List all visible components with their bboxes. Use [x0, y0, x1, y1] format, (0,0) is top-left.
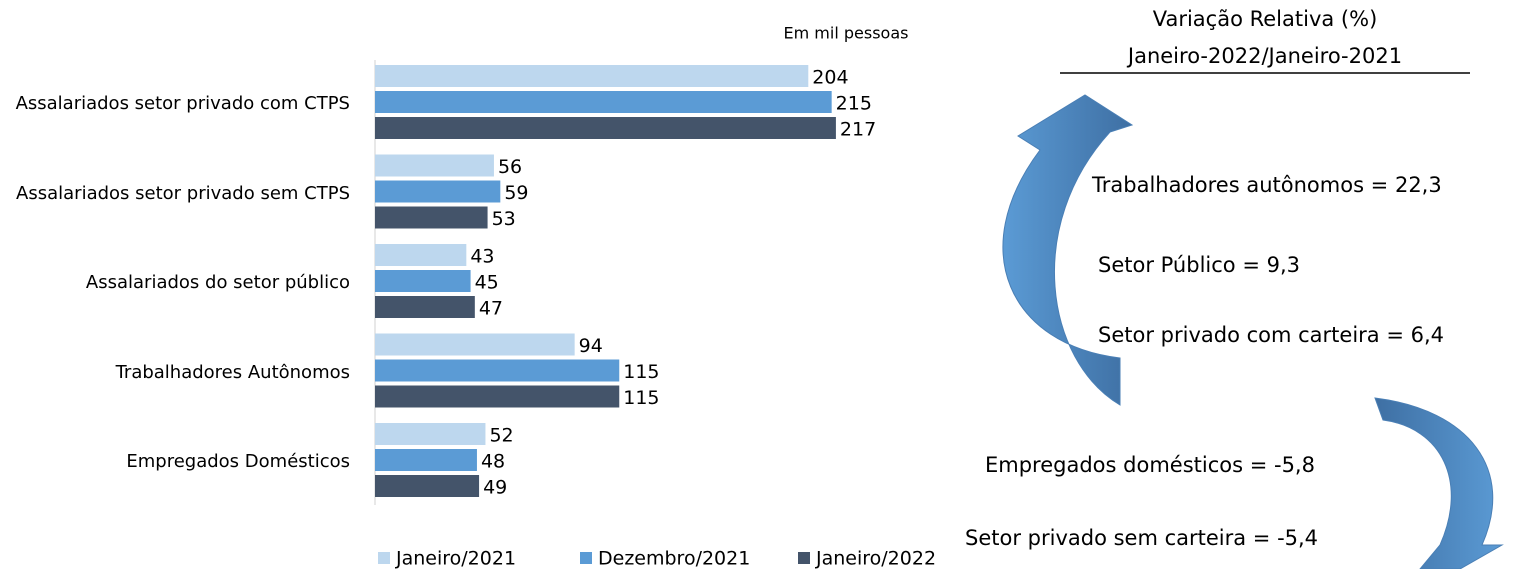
value-label: 52 [489, 425, 513, 447]
value-label: 47 [479, 298, 503, 320]
bar [375, 180, 501, 203]
category-label: Trabalhadores Autônomos [5, 333, 350, 413]
category-text: Trabalhadores Autônomos [115, 361, 350, 383]
legend-swatch [378, 552, 390, 564]
bar [375, 91, 832, 113]
side-title: Variação Relativa (%) [1153, 7, 1378, 31]
annotation: Trabalhadores autônomos = 22,3 [1091, 173, 1442, 197]
value-label: 53 [492, 208, 516, 230]
annotation: Setor privado sem carteira = -5,4 [965, 526, 1318, 550]
value-label: 115 [623, 387, 659, 409]
bar [375, 475, 480, 497]
category-label: Assalariados setor privado com CTPS [5, 64, 350, 144]
bar [375, 333, 575, 356]
bar [375, 270, 471, 292]
legend-label: Janeiro/2021 [395, 548, 516, 569]
value-label: 45 [475, 272, 499, 294]
category-text: Empregados Domésticos [126, 451, 350, 472]
value-label: 204 [812, 67, 848, 89]
value-label: 217 [840, 119, 876, 141]
legend-swatch [798, 552, 810, 564]
legend-label: Janeiro/2022 [815, 548, 936, 569]
value-label: 94 [579, 335, 603, 357]
category-text: Assalariados setor privado sem CTPS [16, 182, 350, 204]
annotation: Setor Público = 9,3 [1098, 253, 1300, 277]
down-arrow [1374, 397, 1504, 569]
unit-note: Em mil pessoas [784, 24, 909, 43]
bar [375, 423, 486, 445]
value-label: 48 [481, 451, 505, 473]
value-label: 56 [498, 156, 522, 178]
bar [375, 359, 620, 382]
legend-label: Dezembro/2021 [598, 548, 750, 569]
bar [375, 385, 620, 408]
value-label: 49 [483, 477, 507, 499]
category-label: Assalariados setor privado sem CTPS [5, 154, 350, 234]
bar [375, 244, 467, 266]
category-label: Empregados Domésticos [5, 422, 350, 502]
bar [375, 65, 809, 87]
side-subtitle: Janeiro-2022/Janeiro-2021 [1126, 44, 1402, 68]
category-text: Assalariados setor privado com CTPS [15, 93, 350, 114]
value-label: 43 [470, 246, 494, 268]
value-label: 115 [623, 361, 659, 383]
bar [375, 117, 836, 139]
value-label: 215 [836, 93, 872, 115]
up-arrow [1002, 94, 1134, 406]
category-label: Assalariados do setor público [5, 243, 350, 323]
legend-swatch [580, 552, 592, 564]
annotation: Empregados domésticos = -5,8 [985, 453, 1315, 477]
annotation: Setor privado com carteira = 6,4 [1098, 323, 1444, 347]
value-label: 59 [504, 182, 528, 204]
bar [375, 154, 494, 177]
bar [375, 206, 488, 229]
bar [375, 449, 477, 471]
category-text: Assalariados do setor público [85, 272, 350, 293]
bar [375, 296, 475, 318]
